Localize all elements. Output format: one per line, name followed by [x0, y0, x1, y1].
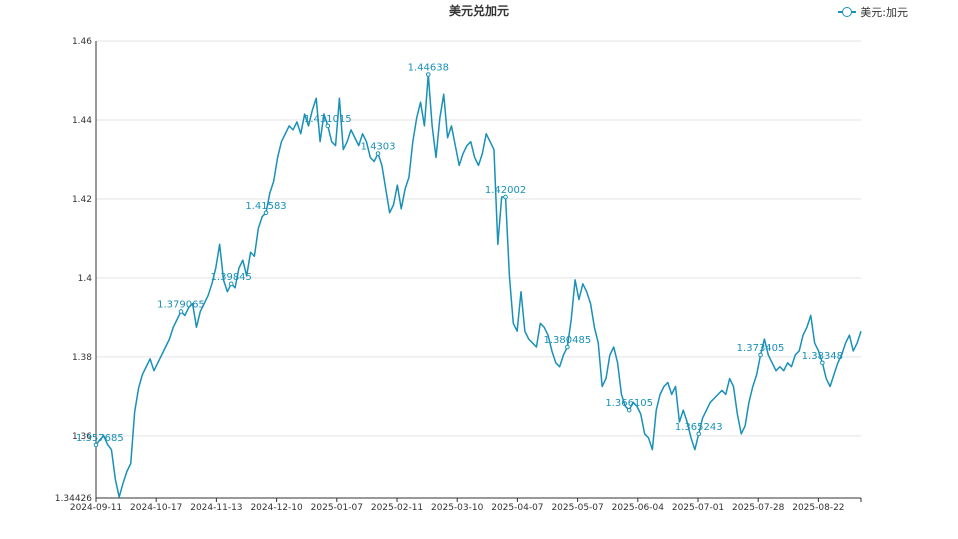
- data-point: [626, 407, 632, 413]
- legend[interactable]: 美元:加元: [838, 4, 908, 20]
- data-label: 1.365243: [675, 422, 723, 433]
- data-label: 1.39845: [211, 272, 252, 283]
- data-point: [758, 352, 763, 358]
- legend-label: 美元:加元: [860, 6, 908, 19]
- data-label: 1.42002: [485, 185, 526, 196]
- y-tick-label: 1.46: [72, 37, 92, 47]
- x-tick-label: 2024-11-13: [190, 503, 242, 513]
- x-tick-label: 2025-08-22: [792, 503, 844, 513]
- x-tick-label: 2025-01-07: [311, 503, 363, 513]
- series: [95, 73, 862, 498]
- data-point: [425, 72, 431, 77]
- x-tick-label: 2025-06-04: [612, 503, 665, 513]
- x-tick-label: 2025-05-07: [551, 503, 603, 513]
- x-tick-label: 2024-10-17: [130, 503, 182, 513]
- data-point: [228, 281, 234, 287]
- x-tick-label: 2024-12-10: [250, 503, 303, 513]
- x-tick-label: 2025-07-28: [732, 503, 785, 513]
- data-point: [820, 360, 825, 366]
- axes: 1.34426 1.36 1.38 1.4 1.42 1.44 1.46 2024-09-11…: [55, 37, 862, 513]
- data-point: [696, 431, 702, 437]
- y-tick-label: 1.36: [72, 432, 92, 442]
- data-point: [375, 151, 381, 156]
- data-label: 1.379065: [157, 299, 205, 310]
- data-label: 1.44638: [408, 63, 449, 74]
- x-tick-label: 2025-04-07: [491, 503, 543, 513]
- legend-line-icon: [838, 6, 857, 18]
- x-tick-label: 2025-02-11: [371, 503, 423, 513]
- x-tick-label: 2025-07-01: [672, 503, 724, 513]
- x-tick-label: 2024-09-11: [70, 503, 122, 513]
- data-label: 1.373405: [737, 343, 785, 354]
- grid: [96, 40, 861, 437]
- y-tick-label: 1.44: [72, 116, 92, 126]
- data-label: 1.431015: [304, 114, 352, 125]
- data-label: 1.366105: [605, 398, 653, 409]
- series-line: [95, 73, 862, 498]
- data-label: 1.41583: [245, 201, 286, 212]
- x-tick-label: 2025-03-10: [431, 503, 484, 513]
- data-label: 1.357685: [76, 433, 124, 444]
- data-label: 1.4303: [361, 142, 396, 153]
- y-tick-label: 1.34426: [55, 494, 92, 504]
- data-point: [263, 210, 269, 216]
- data-labels: 1.357685 1.379065 1.39845 1.41583 1.431015 1.…: [76, 63, 843, 448]
- data-point: [503, 194, 508, 200]
- y-tick-label: 1.38: [72, 353, 92, 363]
- chart-title: 美元兑加元: [448, 4, 509, 18]
- data-point: [565, 344, 570, 350]
- data-point: [325, 123, 331, 129]
- data-label: 1.38348: [802, 351, 843, 362]
- y-tick-label: 1.42: [72, 195, 92, 205]
- data-point: [178, 309, 184, 314]
- y-tick-label: 1.4: [78, 274, 93, 284]
- data-label: 1.380485: [544, 335, 592, 346]
- data-point: [93, 442, 99, 448]
